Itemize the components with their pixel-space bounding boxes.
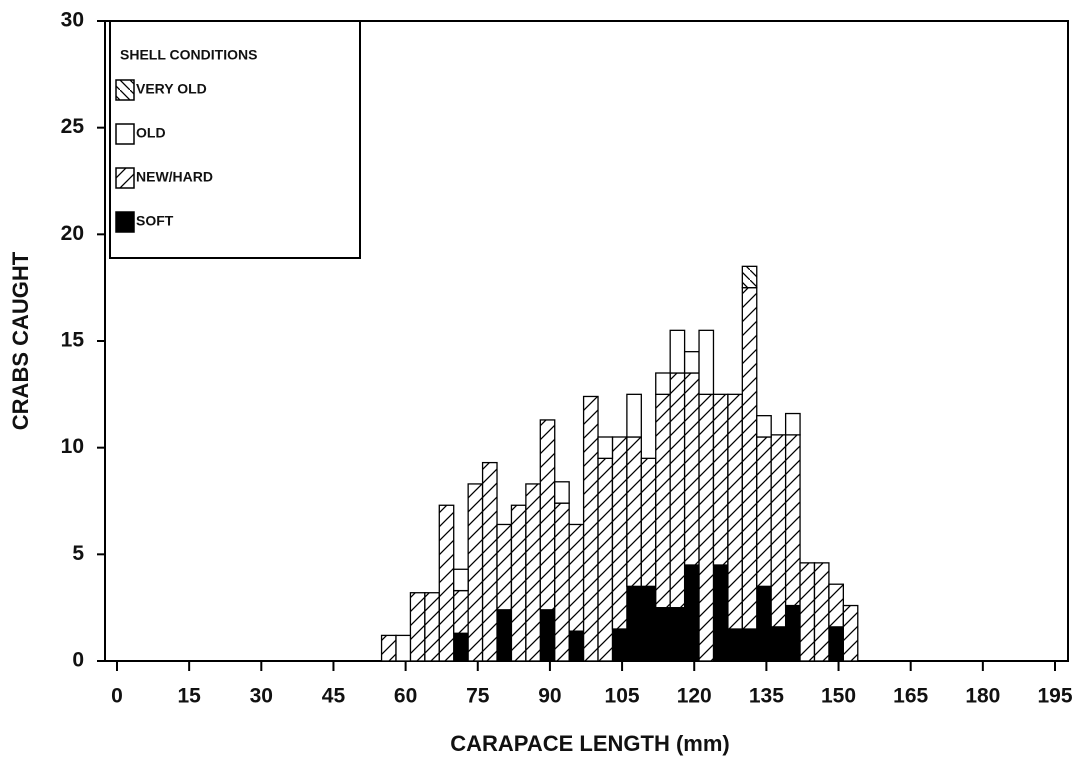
legend-swatch	[115, 167, 135, 189]
bar-segment	[467, 483, 484, 662]
bar-segment	[597, 457, 614, 662]
legend-label: NEW/HARD	[136, 169, 213, 185]
bar-segment	[453, 568, 469, 592]
y-tick-label: 25	[61, 115, 85, 138]
bar-segment	[496, 523, 513, 611]
bar-segment	[453, 632, 469, 662]
x-tick-label: 150	[821, 685, 856, 708]
legend-swatch	[115, 211, 135, 233]
y-tick-label: 10	[61, 435, 84, 458]
legend-swatch	[115, 123, 135, 145]
bar-segment	[756, 585, 772, 662]
legend-label: VERY OLD	[136, 81, 207, 97]
bar-segment	[784, 412, 801, 436]
legend-label: OLD	[136, 125, 166, 141]
bar-segment	[655, 607, 671, 662]
bar-segment	[784, 434, 801, 607]
x-tick-label: 120	[677, 685, 712, 708]
bar-segment	[554, 481, 570, 504]
bar-segment	[799, 562, 816, 662]
y-tick-label: 20	[61, 222, 84, 245]
bar-segment	[626, 585, 642, 662]
bar-segment	[409, 592, 426, 662]
x-tick-label: 180	[965, 685, 1000, 708]
bar-segment	[481, 461, 498, 662]
bar-segment	[756, 436, 772, 587]
bar-segment	[741, 287, 758, 630]
bar-segment	[669, 329, 686, 374]
bar-segment	[626, 436, 642, 587]
bar-segment	[510, 504, 527, 662]
bar-segment	[611, 628, 628, 662]
bar-segment	[611, 436, 628, 630]
bar-segment	[698, 393, 715, 662]
x-tick-label: 0	[111, 685, 123, 708]
legend-title: SHELL CONDITIONS	[120, 47, 257, 63]
bar-segment	[568, 523, 585, 632]
bar-segment	[496, 609, 513, 662]
bar-segment	[741, 628, 758, 662]
y-axis-title: CRABS CAUGHT	[8, 251, 33, 430]
bar-segment	[727, 628, 743, 662]
legend-label: SOFT	[136, 213, 174, 229]
bar-segment	[380, 634, 397, 662]
y-tick-label: 15	[61, 329, 85, 352]
bar-segment	[597, 436, 614, 459]
bar-segment	[669, 372, 686, 609]
bar-segment	[539, 609, 556, 662]
bar-segment	[655, 372, 671, 395]
bar-segment	[756, 415, 772, 438]
legend: SHELL CONDITIONS	[109, 20, 361, 259]
x-tick-label: 195	[1037, 685, 1072, 708]
bar-segment	[582, 395, 599, 662]
bar-segment	[438, 504, 455, 662]
bar-segment	[741, 265, 758, 289]
bar-segment	[453, 589, 469, 634]
bar-segment	[539, 419, 556, 611]
bar-segment	[712, 564, 729, 662]
bar-segment	[525, 483, 541, 662]
bar-segment	[712, 393, 729, 566]
bar-segment	[770, 434, 787, 628]
bar-segment	[626, 393, 642, 438]
bar-segment	[568, 630, 585, 662]
bar-segment	[683, 564, 700, 662]
bar-segment	[640, 457, 657, 587]
bar-segment	[683, 372, 700, 566]
bar-segment	[828, 626, 844, 662]
bar-segment	[828, 583, 844, 628]
x-tick-label: 45	[322, 685, 346, 708]
x-tick-label: 90	[538, 685, 561, 708]
bar-segment	[698, 329, 715, 395]
bar-segment	[395, 634, 412, 662]
bar-segment	[842, 604, 859, 662]
bar-segment	[813, 562, 830, 662]
x-tick-label: 135	[749, 685, 784, 708]
legend-swatch	[115, 79, 135, 101]
bar-segment	[669, 607, 686, 662]
bar-segment	[683, 351, 700, 374]
x-tick-label: 105	[605, 685, 640, 708]
legend-box	[109, 20, 361, 259]
bar-segment	[424, 592, 440, 662]
bar-segment	[727, 393, 743, 630]
x-tick-label: 30	[250, 685, 273, 708]
bar-segment	[770, 626, 787, 662]
bar-segment	[554, 502, 570, 662]
bar-segment	[784, 604, 801, 662]
x-tick-label: 75	[466, 685, 490, 708]
bar-segment	[655, 393, 671, 609]
y-tick-label: 5	[72, 542, 84, 565]
y-tick-label: 0	[72, 649, 84, 672]
x-tick-label: 15	[177, 685, 201, 708]
bar-segment	[640, 585, 657, 662]
x-axis-title: CARAPACE LENGTH (mm)	[450, 731, 729, 756]
x-tick-label: 60	[394, 685, 417, 708]
x-tick-label: 165	[893, 685, 928, 708]
y-tick-label: 30	[61, 9, 84, 32]
